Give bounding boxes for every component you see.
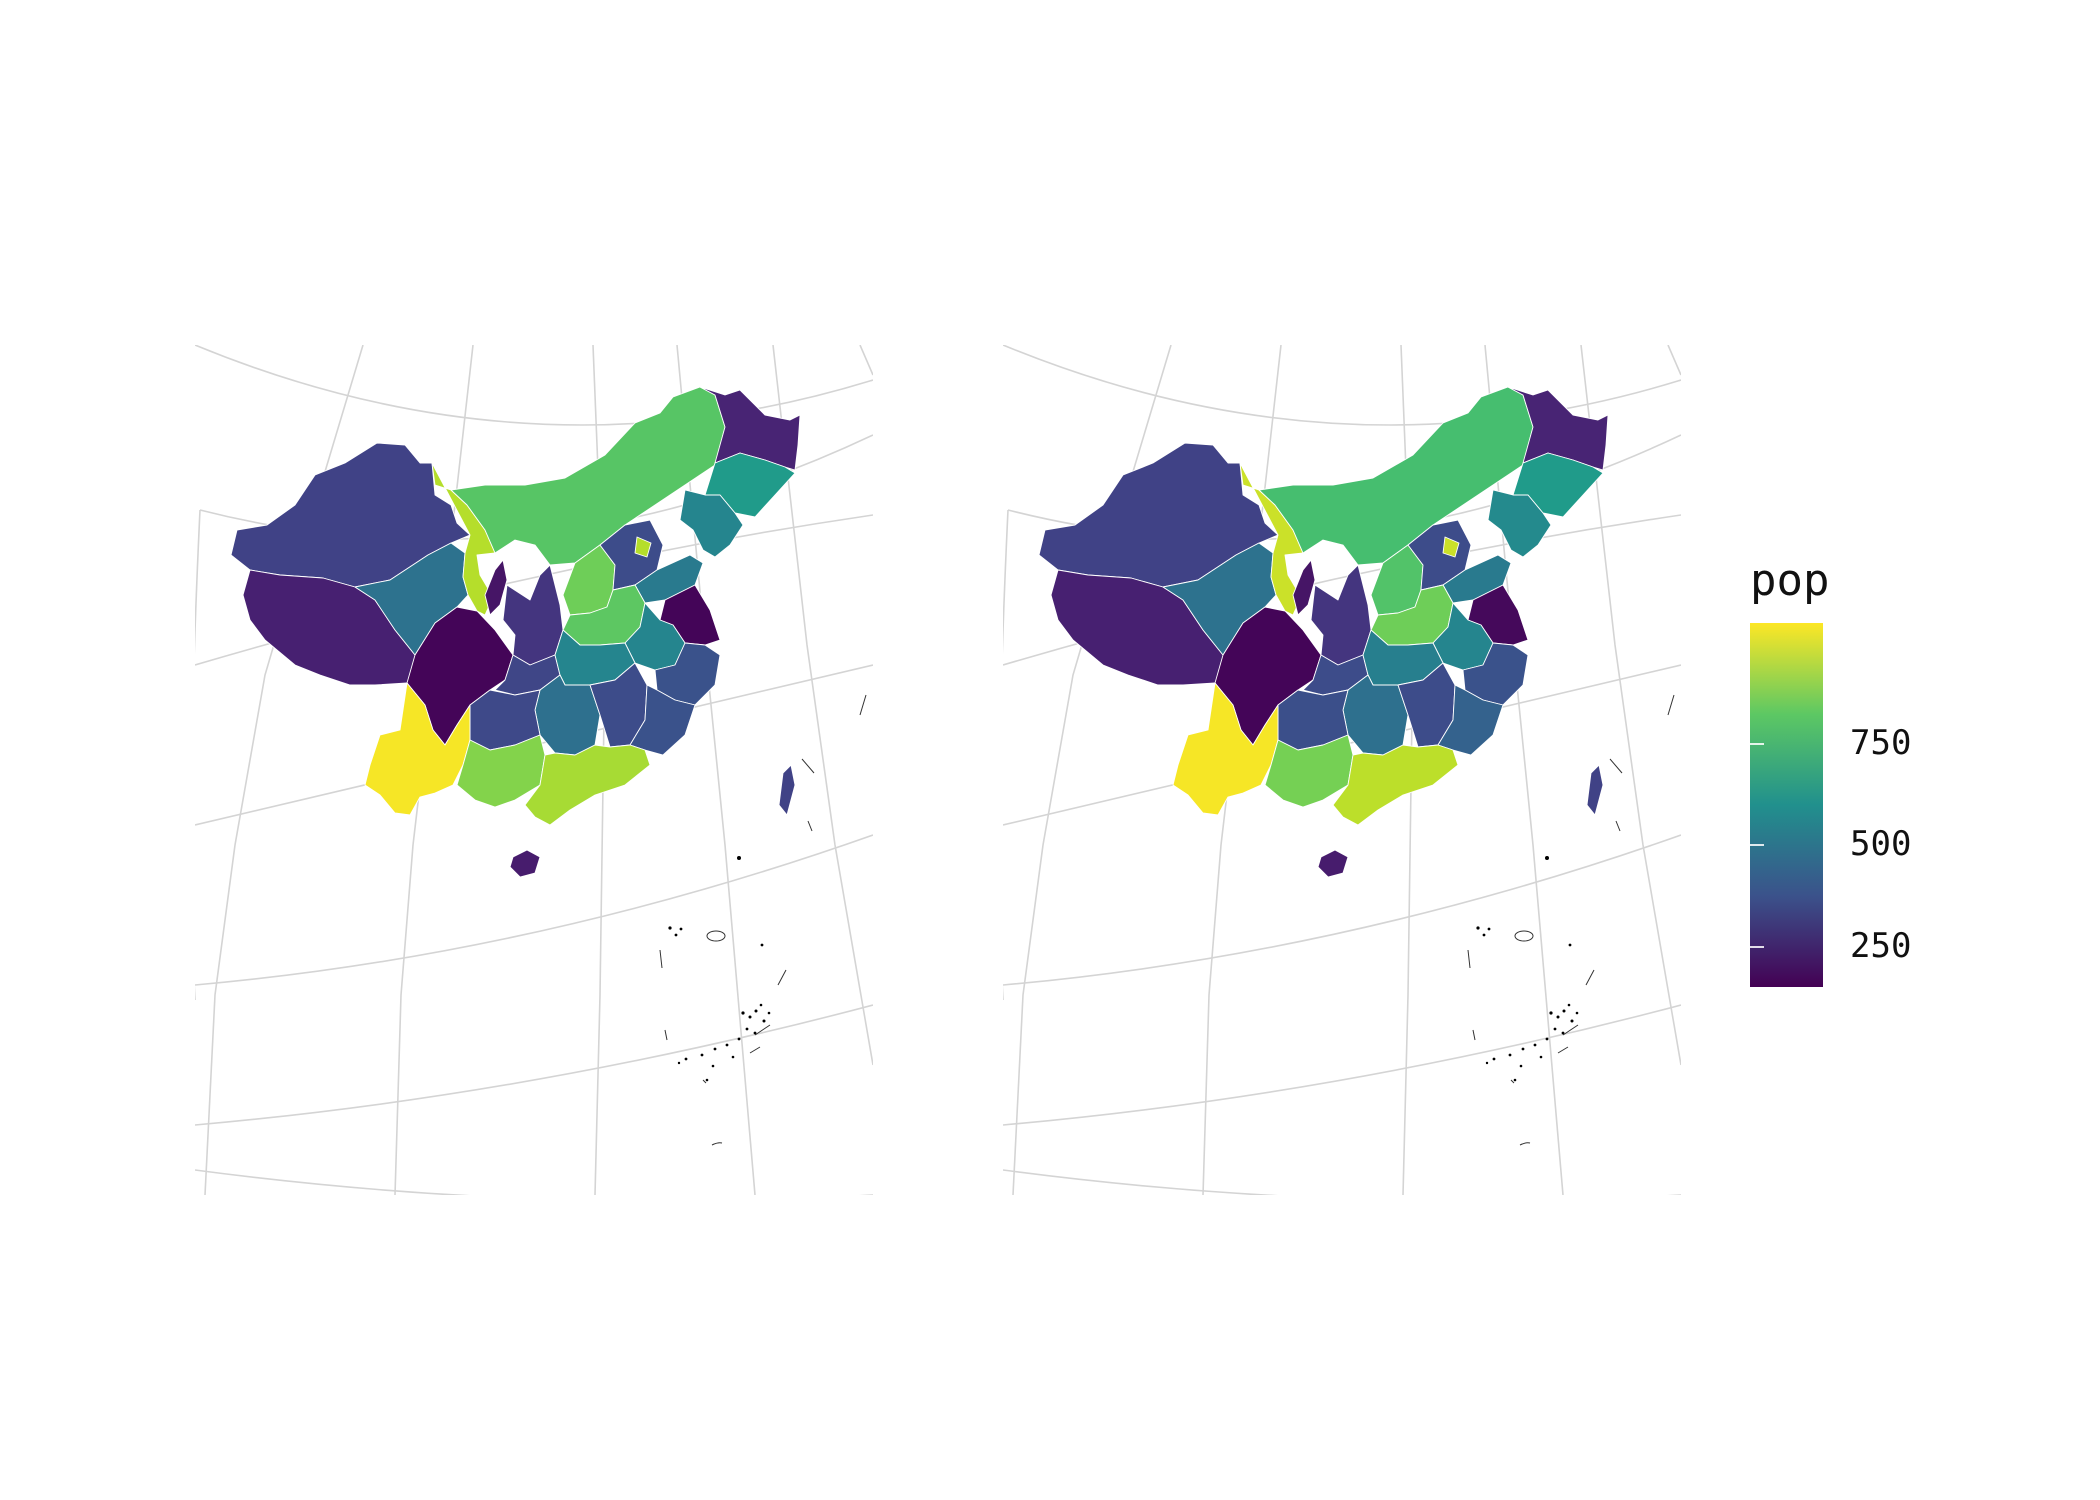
province-guangdong: [1332, 744, 1459, 826]
legend-title: pop: [1750, 555, 1830, 606]
legend-tick-mark: [1750, 743, 1764, 746]
map-panel-left: [195, 345, 873, 1195]
province-liaoning: [679, 489, 744, 558]
province-taiwan: [778, 764, 796, 816]
province-ningxia: [484, 559, 508, 616]
legend-tick-mark: [1750, 945, 1764, 948]
province-beijing: [1442, 536, 1460, 558]
province-liaoning: [1487, 489, 1552, 558]
map-right: [1003, 345, 1681, 1195]
province-ningxia: [1292, 559, 1316, 616]
legend-tick-label: 750: [1850, 723, 1912, 764]
province-heilongjiang: [699, 386, 801, 471]
province-shandong: [634, 554, 704, 604]
islands-right: [1467, 694, 1675, 1146]
legend-tick-label: 250: [1850, 925, 1912, 966]
legend-tick-label: 500: [1850, 824, 1912, 865]
province-heilongjiang: [1507, 386, 1609, 471]
legend-colorbar: [1750, 623, 1823, 987]
map-panel-right: [1003, 345, 1681, 1195]
provinces-left: [230, 386, 801, 878]
province-guangdong: [524, 744, 651, 826]
province-taiwan: [1586, 764, 1604, 816]
province-fujian: [1437, 684, 1504, 756]
provinces-right: [1038, 386, 1609, 878]
province-inner-mongolia: [450, 386, 726, 566]
province-shaanxi: [1310, 564, 1372, 666]
islands-left: [659, 694, 867, 1146]
province-shaanxi: [502, 564, 564, 666]
province-hainan: [1317, 849, 1349, 878]
province-beijing: [634, 536, 652, 558]
province-fujian: [629, 684, 696, 756]
map-left: [195, 345, 873, 1195]
color-legend: pop 250 500 750: [1748, 555, 1948, 995]
province-shandong: [1442, 554, 1512, 604]
province-hainan: [509, 849, 541, 878]
legend-tick-mark: [1750, 844, 1764, 847]
province-inner-mongolia: [1258, 386, 1534, 566]
